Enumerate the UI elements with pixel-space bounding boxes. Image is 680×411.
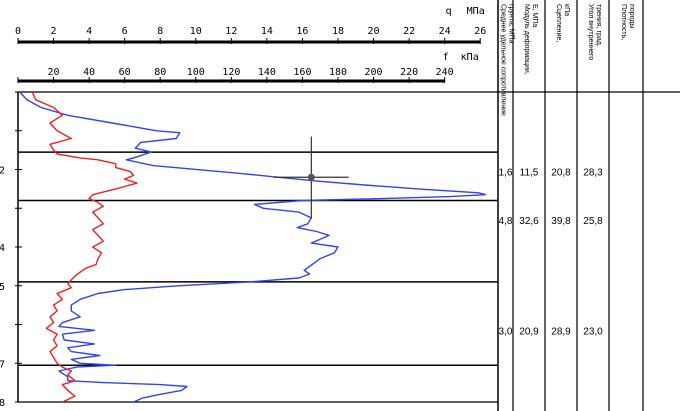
table-cell: 25,8 bbox=[583, 216, 603, 227]
depth-axis: 2 4 5 7 8 bbox=[0, 91, 22, 409]
top-tick-label: 2 bbox=[51, 26, 57, 37]
top-tick-label: 22 bbox=[403, 26, 415, 37]
bottom-tick-label: 40 bbox=[83, 67, 95, 78]
top-tick-label: 0 bbox=[15, 26, 21, 37]
bottom-axis: 20 40 60 80 100 120 140 160 180 200 220 240 f кПа bbox=[17, 52, 479, 83]
error-bar bbox=[274, 136, 349, 218]
table-cell: 20,9 bbox=[519, 326, 539, 337]
depth-tick-label: 2 bbox=[0, 166, 5, 177]
table-cell: 39,8 bbox=[551, 216, 571, 227]
plot-frame bbox=[18, 0, 680, 411]
table-cell: 4,8 bbox=[499, 216, 513, 227]
bottom-tick-label: 140 bbox=[258, 67, 276, 78]
bottom-axis-unit: кПа bbox=[461, 52, 479, 63]
table-header-text: Среднее удельное сопротивление bbox=[500, 4, 507, 116]
table-cell: 20,8 bbox=[551, 167, 571, 178]
table-header-text: Плотность, bbox=[620, 4, 627, 40]
top-tick-label: 18 bbox=[332, 26, 344, 37]
table-header-text: Угол внутреннего bbox=[587, 4, 594, 60]
layer-boundaries bbox=[18, 151, 498, 366]
table-header-text: грунта, МПа bbox=[508, 4, 515, 44]
sleeve-friction-series bbox=[31, 91, 138, 403]
table-cell: 1,6 bbox=[499, 167, 513, 178]
error-bar-point bbox=[307, 173, 315, 181]
top-tick-label: 6 bbox=[122, 26, 128, 37]
table-header-text: трения, град. bbox=[595, 4, 602, 47]
table-header-text: кПа bbox=[563, 4, 570, 16]
table-cell: 28,9 bbox=[551, 326, 571, 337]
table-header-text: Модуль деформации, bbox=[523, 4, 530, 75]
bottom-tick-label: 220 bbox=[400, 67, 418, 78]
depth-tick-label: 7 bbox=[0, 359, 5, 370]
table-cell: 3,0 bbox=[499, 326, 513, 337]
top-tick-label: 10 bbox=[190, 26, 202, 37]
table-cell: 32,6 bbox=[519, 216, 539, 227]
depth-tick-label: 5 bbox=[0, 282, 5, 293]
series-group bbox=[19, 91, 487, 403]
top-tick-label: 26 bbox=[474, 26, 486, 37]
top-tick-label: 20 bbox=[368, 26, 380, 37]
bottom-tick-label: 240 bbox=[436, 67, 454, 78]
bottom-tick-label: 80 bbox=[154, 67, 166, 78]
top-tick-label: 12 bbox=[225, 26, 237, 37]
table-cell: 11,5 bbox=[520, 167, 539, 178]
bottom-tick-label: 100 bbox=[187, 67, 205, 78]
top-axis-unit: МПа bbox=[467, 6, 485, 17]
properties-table: Среднее удельное сопротивление грунта, МП… bbox=[499, 4, 635, 337]
table-header-text: породы bbox=[628, 4, 635, 28]
bottom-tick-label: 160 bbox=[293, 67, 311, 78]
table-header-text: Сцепление, bbox=[555, 4, 562, 42]
bottom-tick-label: 20 bbox=[48, 67, 60, 78]
top-tick-label: 4 bbox=[86, 26, 92, 37]
cone-resistance-series bbox=[19, 91, 487, 403]
top-axis-symbol: q bbox=[446, 6, 452, 17]
bottom-tick-label: 180 bbox=[329, 67, 347, 78]
table-cell: 28,3 bbox=[583, 167, 603, 178]
top-tick-label: 24 bbox=[439, 26, 451, 37]
top-tick-label: 16 bbox=[296, 26, 308, 37]
depth-tick-label: 8 bbox=[0, 398, 5, 409]
bottom-axis-symbol: f bbox=[443, 52, 449, 63]
table-header-text: E, МПа bbox=[531, 4, 538, 27]
depth-tick-label: 4 bbox=[0, 243, 5, 254]
top-tick-label: 8 bbox=[157, 26, 163, 37]
bottom-tick-label: 120 bbox=[222, 67, 240, 78]
top-axis: 0 2 4 6 8 10 12 14 16 18 20 22 24 26q МПа bbox=[15, 6, 486, 44]
bottom-tick-label: 200 bbox=[365, 67, 383, 78]
top-tick-label: 14 bbox=[261, 26, 273, 37]
table-cell: 23,0 bbox=[583, 326, 603, 337]
bottom-tick-label: 60 bbox=[119, 67, 131, 78]
